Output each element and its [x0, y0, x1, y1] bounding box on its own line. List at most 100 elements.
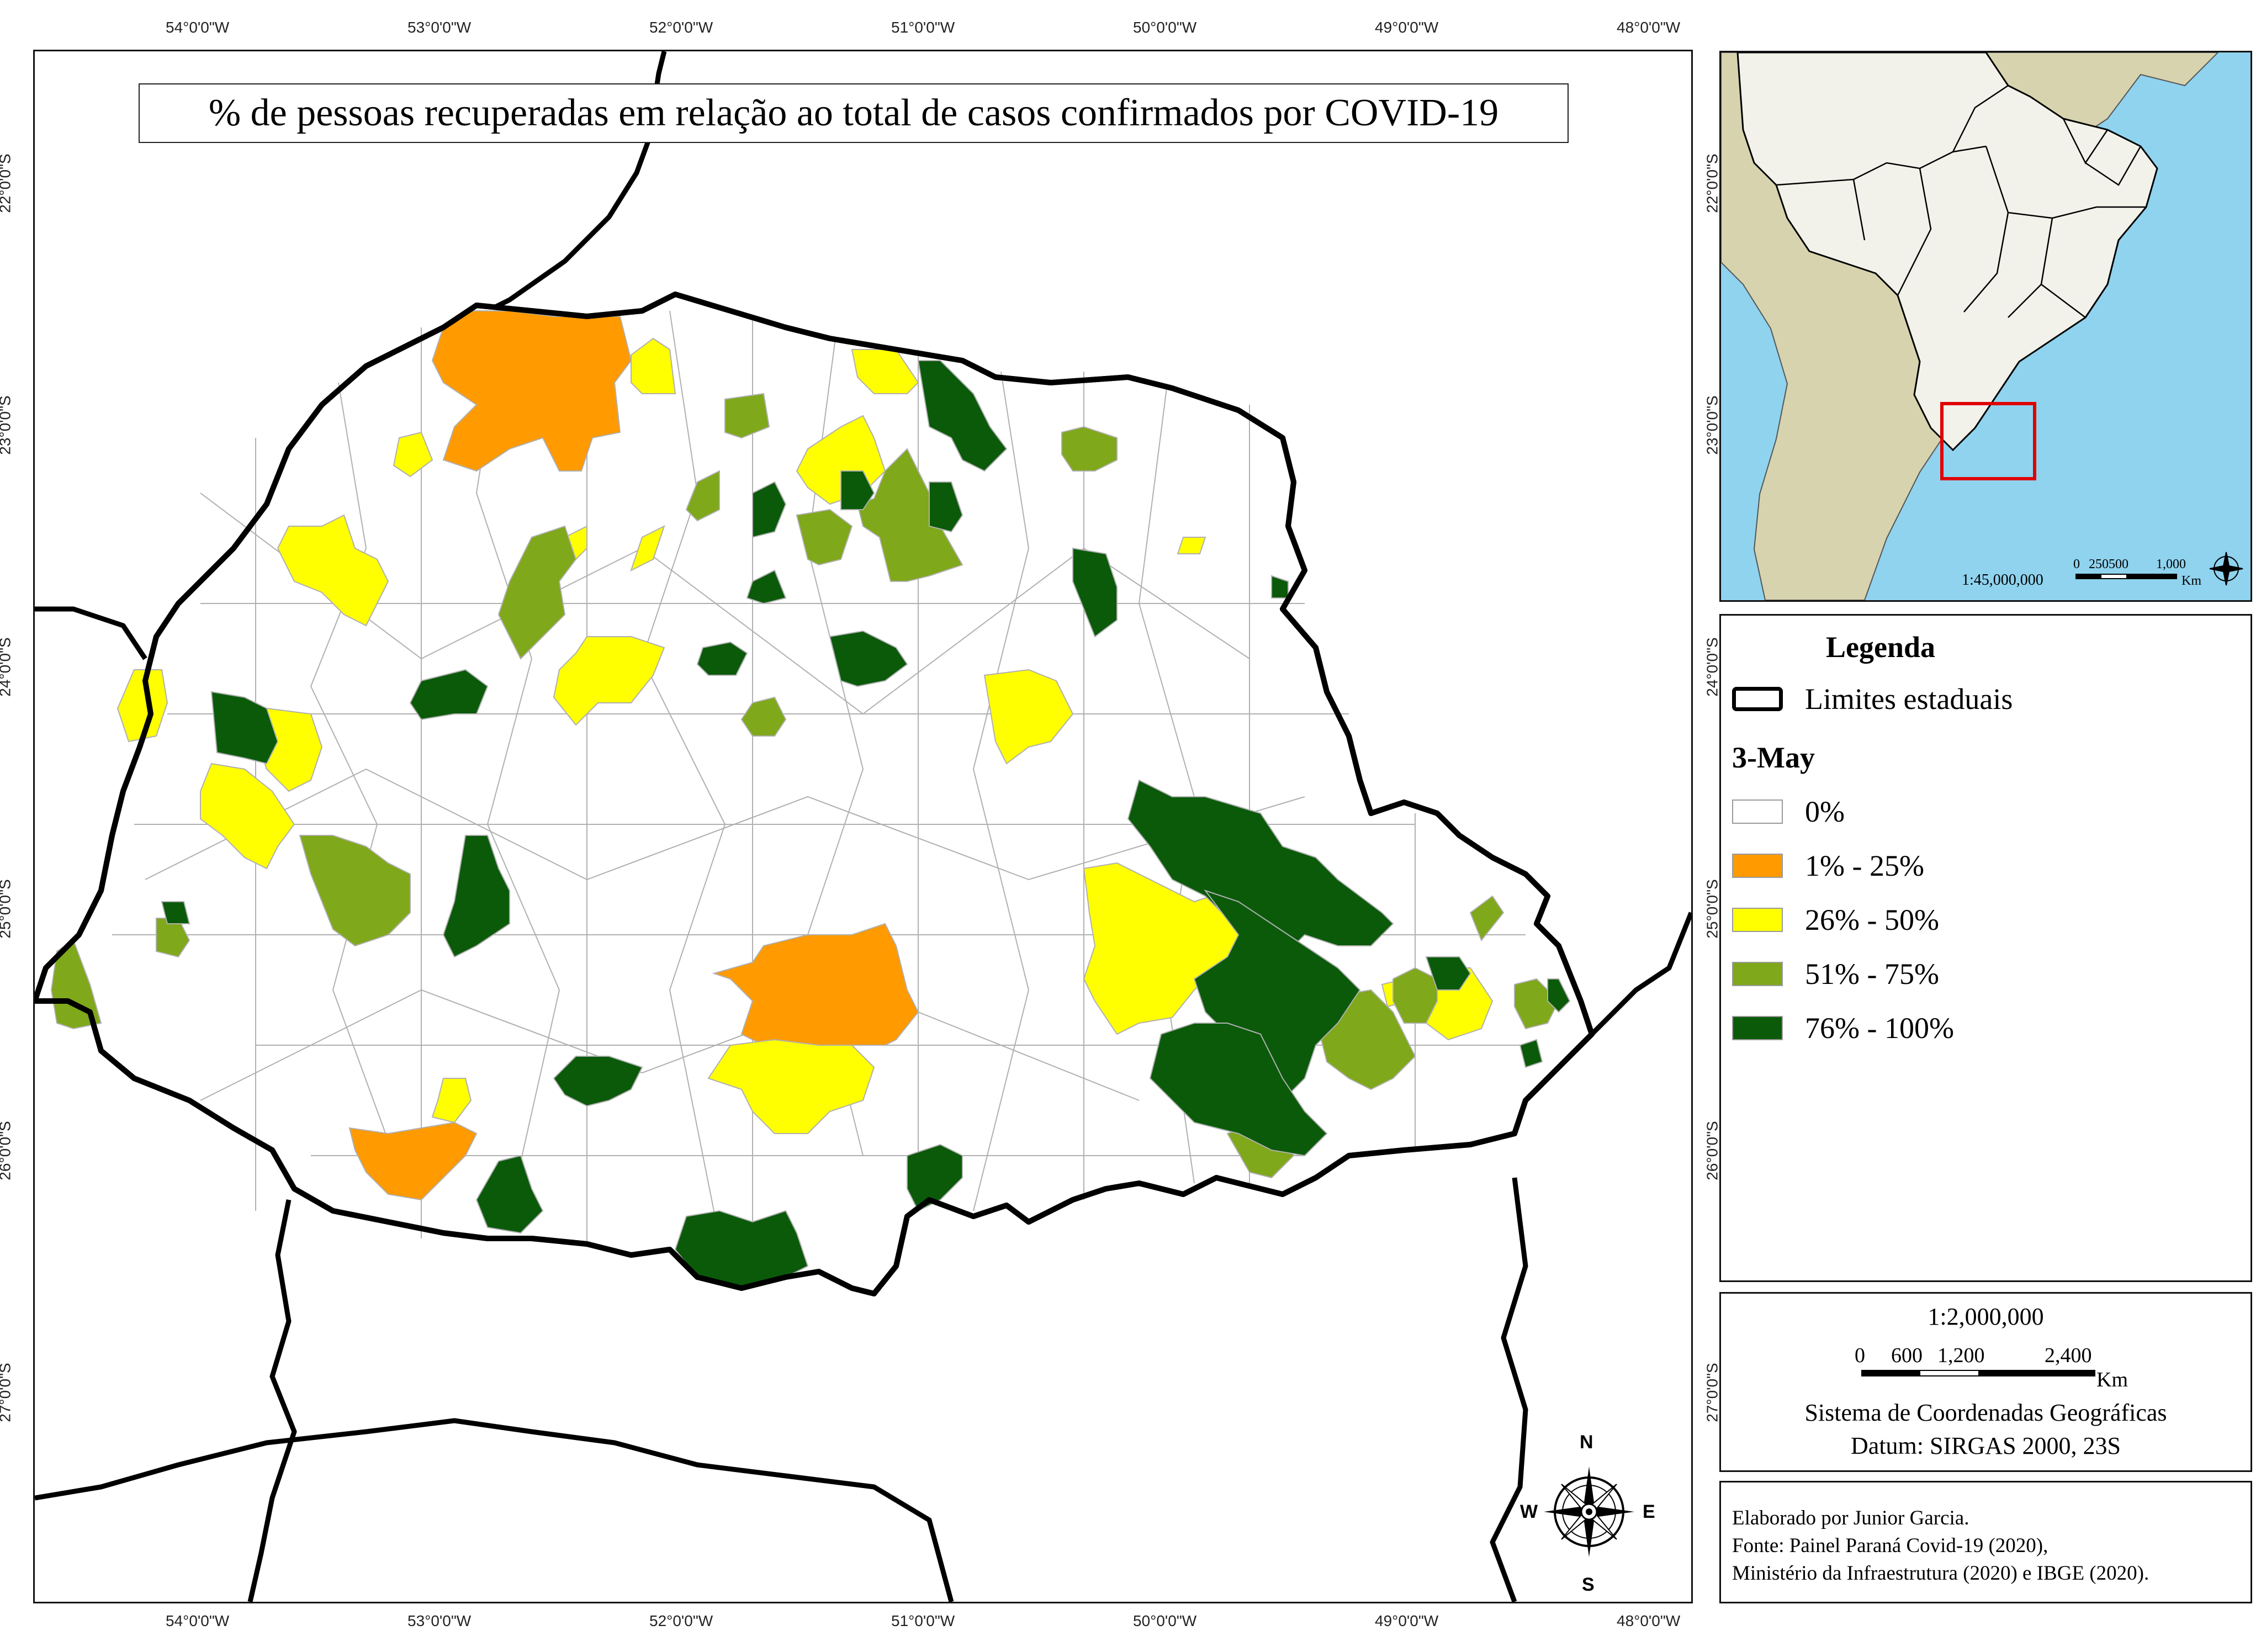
credits-source-1: Fonte: Painel Paraná Covid-19 (2020), — [1732, 1534, 2048, 1557]
municipal-borders — [112, 310, 1526, 1283]
inset-scale-label-mid: 250500 — [2089, 557, 2128, 571]
region-yellow-7 — [630, 525, 665, 571]
inset-map-frame: 1:45,000,000 0 250500 1,000 Km — [1719, 51, 2252, 602]
class-orange — [348, 310, 919, 1201]
region-darkgreen-21 — [475, 1155, 544, 1234]
scale-label-600: 600 — [1891, 1344, 1923, 1367]
region-darkgreen-12 — [442, 835, 510, 958]
legend-class-4-swatch — [1732, 1016, 1783, 1040]
inset-highlight-box — [1940, 402, 2036, 480]
region-darkgreen-11 — [210, 691, 279, 765]
legend-class-0-swatch — [1732, 799, 1783, 824]
map-title-box: % de pessoas recuperadas em relação ao t… — [139, 83, 1569, 143]
inset-scale-ratio: 1:45,000,000 — [1962, 571, 2043, 589]
border-sc-rs-south — [35, 1418, 954, 1602]
inset-scale-label-end: 1,000 — [2156, 557, 2186, 571]
region-yellow-15 — [707, 1039, 875, 1134]
region-darkgreen-14 — [1127, 779, 1394, 958]
legend-class-0: 0% — [1732, 795, 1845, 829]
region-lightgreen-5 — [796, 509, 853, 566]
lon-tick-52-top: 52°0'0"W — [649, 19, 713, 36]
lat-tick-25-right: 25°0'0"S — [1703, 879, 1721, 939]
lat-tick-27-left: 27°0'0"S — [0, 1363, 14, 1422]
lon-tick-54-bottom: 54°0'0"W — [166, 1612, 230, 1629]
region-lightgreen-6 — [497, 525, 577, 660]
region-yellow-16 — [431, 1078, 472, 1124]
lon-tick-48-bottom: 48°0'0"W — [1617, 1612, 1681, 1629]
region-lightgreen-3 — [856, 448, 963, 582]
lon-tick-51-bottom: 51°0'0"W — [891, 1612, 955, 1629]
lon-tick-51-top: 51°0'0"W — [891, 19, 955, 36]
state-limits-label: Limites estaduais — [1805, 682, 2013, 716]
region-darkgreen-1 — [917, 360, 1008, 472]
border-west-paraguay — [35, 606, 147, 660]
legend-class-1-swatch — [1732, 854, 1783, 878]
scale-label-1200: 1,200 — [1937, 1344, 1985, 1367]
lon-tick-49-bottom: 49°0'0"W — [1375, 1612, 1439, 1629]
legend-state-limits: Limites estaduais — [1732, 682, 2013, 716]
region-lightgreen-7 — [740, 696, 787, 737]
region-yellow-1 — [631, 337, 676, 394]
inset-map — [1721, 52, 2243, 600]
region-darkgreen-10 — [409, 669, 489, 721]
region-darkgreen-8 — [1072, 547, 1118, 638]
legend-class-4-label: 76% - 100% — [1805, 1012, 1954, 1045]
region-yellow-5 — [277, 514, 389, 627]
region-lightgreen-10 — [50, 939, 102, 1030]
lat-tick-24-left: 24°0'0"S — [0, 637, 14, 697]
legend-panel: Legenda Limites estaduais 3-May 0% 1% - … — [1719, 614, 2252, 1282]
region-yellow-8 — [553, 636, 665, 726]
region-orange-southwest — [348, 1121, 478, 1201]
region-darkgreen-4 — [929, 481, 963, 533]
lon-tick-49-top: 49°0'0"W — [1375, 19, 1439, 36]
lon-tick-50-top: 50°0'0"W — [1133, 19, 1197, 36]
credits-panel: Elaborado por Junior Garcia. Fonte: Pain… — [1719, 1481, 2252, 1603]
compass-north-label: N — [1580, 1432, 1593, 1453]
scale-ratio: 1:2,000,000 — [1928, 1303, 2044, 1330]
region-yellow-12 — [983, 669, 1074, 765]
legend-class-3: 51% - 75% — [1732, 957, 1939, 991]
region-darkgreen-5 — [746, 569, 787, 605]
region-orange-north — [431, 310, 632, 472]
compass-west-label: W — [1520, 1501, 1538, 1522]
main-map-frame: % de pessoas recuperadas em relação ao t… — [33, 50, 1693, 1603]
region-lightgreen-11 — [1320, 989, 1416, 1090]
lat-tick-24-right: 24°0'0"S — [1703, 637, 1721, 697]
region-lightgreen-13 — [1469, 895, 1505, 941]
region-yellow-4 — [393, 431, 433, 478]
legend-class-2: 26% - 50% — [1732, 903, 1939, 937]
region-lightgreen-1 — [724, 393, 770, 439]
inset-scale-label-0: 0 — [2073, 557, 2080, 571]
lon-tick-48-top: 48°0'0"W — [1617, 19, 1681, 36]
border-sp-coast — [1579, 912, 1691, 1047]
legend-class-1-label: 1% - 25% — [1805, 849, 1924, 882]
brazil — [1736, 52, 2158, 452]
region-yellow-17 — [1177, 537, 1206, 554]
state-limits-swatch — [1732, 687, 1783, 711]
lat-tick-27-right: 27°0'0"S — [1703, 1363, 1721, 1422]
region-darkgreen-7 — [829, 630, 908, 687]
datum: Datum: SIRGAS 2000, 23S — [1851, 1432, 2121, 1459]
border-sc-rs-west — [247, 1199, 297, 1602]
region-darkgreen-3 — [752, 481, 787, 538]
credits-source-2: Ministério da Infraestrutura (2020) e IB… — [1732, 1562, 2149, 1585]
legend-class-4: 76% - 100% — [1732, 1011, 1954, 1045]
region-darkgreen-16 — [1149, 1023, 1328, 1157]
compass-east-label: E — [1643, 1501, 1655, 1522]
lon-tick-52-bottom: 52°0'0"W — [649, 1612, 713, 1629]
region-darkgreen-20 — [553, 1056, 643, 1107]
compass-south-label: S — [1582, 1574, 1595, 1595]
legend-class-3-label: 51% - 75% — [1805, 957, 1939, 991]
legend-title: Legenda — [1826, 631, 1936, 664]
lat-tick-23-left: 23°0'0"S — [0, 395, 14, 455]
lon-tick-50-bottom: 50°0'0"W — [1133, 1612, 1197, 1629]
region-lightgreen-4 — [685, 470, 720, 522]
scale-label-0: 0 — [1855, 1344, 1865, 1367]
compass-rose-icon — [1544, 1466, 1634, 1557]
brazil-state-lines — [1776, 84, 2146, 318]
inset-scale-unit: Km — [2181, 574, 2201, 588]
legend-class-2-label: 26% - 50% — [1805, 903, 1939, 936]
region-yellow-11 — [200, 763, 295, 870]
coordinate-system: Sistema de Coordenadas Geográficas — [1804, 1399, 2167, 1426]
region-darkgreen-2 — [840, 470, 875, 510]
